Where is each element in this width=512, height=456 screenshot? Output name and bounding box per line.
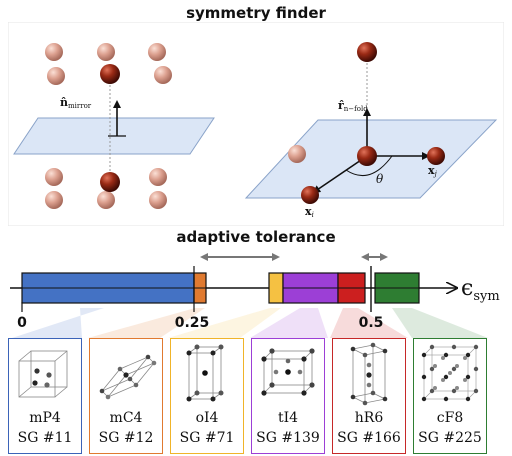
epsilon-subscript: sym [473, 289, 499, 304]
cf8-structure-icon [421, 344, 479, 402]
mp4-structure-icon [18, 350, 68, 398]
card-name: hR6 [354, 410, 384, 426]
symmetry-finder-panel: n̂mirror θ r̂n−fold xj xi [8, 22, 504, 226]
atom-light [154, 66, 172, 84]
xi-label: x [305, 205, 312, 218]
card-ti4: tI4 SG #139 [251, 338, 325, 454]
connector-oi4 [168, 308, 281, 338]
angle-arc [345, 155, 393, 177]
atom-light [288, 145, 306, 163]
connector-mp4 [12, 308, 104, 338]
atom-dark [427, 147, 445, 165]
xi-subscript: i [312, 211, 314, 219]
atom-light [149, 191, 167, 209]
oi4-structure-icon [186, 344, 224, 402]
atom-dark [100, 172, 120, 192]
atom-dark [357, 42, 377, 62]
mc4-structure-icon [99, 354, 157, 400]
card-mc4: mC4 SG #12 [89, 338, 163, 454]
n-mirror-subscript: mirror [68, 102, 92, 110]
card-space-group: SG #166 [337, 430, 401, 446]
theta-label: θ [376, 172, 384, 186]
connector-mc4 [88, 308, 205, 338]
tolerance-bar-panel: 0 0.25 0.5 ϵsym [10, 253, 500, 338]
atom-dark [357, 146, 377, 166]
card-name: tI4 [277, 410, 299, 426]
adaptive-tolerance-title: adaptive tolerance [176, 228, 336, 246]
svg-text:xj: xj [428, 164, 438, 178]
card-space-group: SG #71 [179, 430, 235, 446]
atom-light [97, 191, 115, 209]
card-hr6: hR6 SG #166 [332, 338, 406, 454]
xi-vector-arrow [312, 155, 368, 194]
nfold-scene: θ r̂n−fold xj xi [244, 42, 498, 219]
atom-light [45, 191, 63, 209]
atom-light [148, 43, 166, 61]
atom-dark [301, 186, 319, 204]
card-space-group: SG #11 [17, 430, 73, 446]
n-mirror-label: n̂ [60, 96, 68, 109]
tick-label-025: 0.25 [175, 315, 210, 331]
card-name: oI4 [195, 410, 219, 426]
atom-light [45, 43, 63, 61]
atom-light [47, 67, 65, 85]
card-name: cF8 [436, 410, 464, 426]
r-nfold-label: r̂ [338, 99, 344, 112]
card-space-group: SG #225 [418, 430, 482, 446]
tick-label-05: 0.5 [359, 315, 384, 331]
segment-oi4 [268, 272, 284, 304]
hr6-structure-icon [350, 342, 388, 406]
connector-cf8 [392, 308, 488, 338]
mirror-scene: n̂mirror [13, 43, 215, 209]
connector-hr6 [330, 308, 408, 338]
card-mp4: mP4 SG #11 [8, 338, 82, 454]
svg-text:ϵsym: ϵsym [461, 276, 500, 304]
svg-text:r̂n−fold: r̂n−fold [338, 99, 368, 113]
atom-light [149, 168, 167, 186]
svg-text:xi: xi [305, 205, 314, 219]
r-nfold-subscript: n−fold [344, 105, 368, 113]
card-space-group: SG #12 [98, 430, 154, 446]
symmetry-finder-title: symmetry finder [186, 4, 326, 22]
svg-text:n̂mirror: n̂mirror [60, 96, 92, 110]
atom-light [97, 43, 115, 61]
card-cf8: cF8 SG #225 [413, 338, 487, 454]
ti4-structure-icon [261, 348, 315, 396]
epsilon-label: ϵ [461, 276, 473, 301]
card-space-group: SG #139 [256, 430, 320, 446]
card-oi4: oI4 SG #71 [170, 338, 244, 454]
atom-dark [100, 64, 120, 84]
xj-subscript: j [433, 170, 438, 178]
atom-light [45, 168, 63, 186]
connector-ti4 [250, 308, 328, 338]
card-name: mP4 [29, 410, 61, 426]
card-name: mC4 [109, 410, 143, 426]
xj-label: x [428, 164, 435, 177]
tick-label-0: 0 [17, 315, 27, 331]
